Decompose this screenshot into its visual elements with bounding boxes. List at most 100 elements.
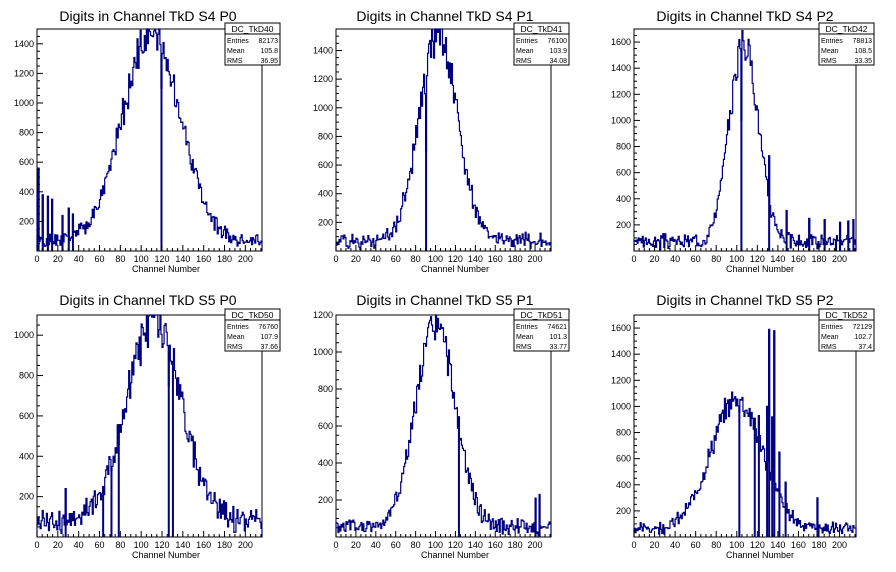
panel-title: Digits in Channel TkD S4 P0: [59, 8, 236, 24]
y-tick-label: 1400: [611, 349, 631, 359]
y-tick-label: 800: [318, 384, 333, 394]
x-tick-label: 40: [670, 254, 680, 264]
x-tick-label: 80: [115, 540, 125, 550]
stats-key: RMS: [821, 58, 837, 65]
histogram-panel: Digits in Channel TkD S5 P1 0 20 40 60 80 100 1…: [313, 292, 570, 560]
histogram-series: [335, 28, 552, 251]
x-tick-label: 120: [154, 540, 169, 550]
y-tick-label: 200: [616, 506, 631, 516]
x-axis-label: Channel Number: [421, 550, 489, 560]
y-tick-label: 800: [616, 428, 631, 438]
y-tick-label: 200: [19, 216, 34, 226]
stats-key: Mean: [227, 334, 245, 341]
stats-value: 72129: [853, 324, 873, 331]
histogram-panel: Digits in Channel TkD S5 P0 0 20 40 60 80 100 1…: [14, 292, 281, 560]
stats-key: RMS: [821, 344, 837, 351]
x-tick-label: 100: [729, 540, 744, 550]
stats-value: 76760: [259, 324, 279, 331]
stats-value: 34.08: [549, 58, 567, 65]
x-tick-label: 0: [333, 254, 338, 264]
x-tick-label: 60: [691, 540, 701, 550]
stats-key: Mean: [227, 48, 245, 55]
stats-value: 33.77: [549, 344, 567, 351]
x-tick-label: 140: [468, 254, 483, 264]
x-tick-label: 200: [528, 540, 543, 550]
y-tick-label: 600: [616, 454, 631, 464]
y-tick-label: 400: [318, 458, 333, 468]
x-tick-label: 200: [528, 254, 543, 264]
stats-value: 103.9: [549, 48, 567, 55]
stats-name: DC_TkD40: [231, 24, 273, 34]
x-tick-label: 160: [791, 540, 806, 550]
stats-key: Entries: [227, 324, 249, 331]
x-tick-label: 180: [508, 540, 523, 550]
stats-box: DC_TkD50 Entries 76760 Mean 107.9 RMS 37.66: [224, 308, 281, 352]
x-tick-label: 160: [196, 254, 211, 264]
y-tick-label: 1200: [313, 74, 333, 84]
x-tick-label: 160: [488, 254, 503, 264]
stats-key: Entries: [516, 38, 538, 45]
x-tick-label: 0: [34, 254, 39, 264]
x-tick-label: 20: [53, 540, 63, 550]
stats-key: Entries: [516, 324, 538, 331]
y-tick-label: 1400: [313, 45, 333, 55]
x-tick-label: 120: [448, 540, 463, 550]
y-tick-label: 200: [318, 495, 333, 505]
stats-value: 74621: [548, 324, 568, 331]
stats-key: Mean: [516, 334, 534, 341]
y-tick-label: 600: [318, 160, 333, 170]
stats-key: RMS: [227, 58, 243, 65]
x-axis-label: Channel Number: [726, 264, 794, 274]
x-tick-label: 20: [351, 540, 361, 550]
stats-key: RMS: [227, 344, 243, 351]
y-tick-label: 1200: [611, 375, 631, 385]
histogram-series: [633, 328, 857, 537]
x-tick-label: 60: [391, 254, 401, 264]
stats-name: DC_TkD42: [825, 24, 867, 34]
x-tick-label: 40: [371, 254, 381, 264]
histogram-series: [36, 314, 263, 537]
x-tick-label: 40: [670, 540, 680, 550]
x-tick-label: 40: [74, 540, 84, 550]
stats-value: 37.4: [858, 344, 872, 351]
x-tick-label: 0: [631, 254, 636, 264]
x-tick-label: 40: [74, 254, 84, 264]
panel-title: Digits in Channel TkD S5 P1: [356, 292, 533, 308]
x-tick-label: 100: [428, 254, 443, 264]
x-tick-label: 120: [750, 540, 765, 550]
stats-box: DC_TkD42 Entries 78813 Mean 108.5 RMS 33.35: [818, 22, 875, 66]
x-tick-label: 80: [711, 254, 721, 264]
x-tick-label: 180: [508, 254, 523, 264]
stats-key: RMS: [516, 344, 532, 351]
x-tick-label: 80: [411, 254, 421, 264]
panel-title: Digits in Channel TkD S5 P2: [656, 292, 833, 308]
y-tick-label: 1600: [611, 323, 631, 333]
x-axis-label: Channel Number: [726, 550, 794, 560]
y-tick-label: 1000: [313, 347, 333, 357]
x-tick-label: 120: [750, 254, 765, 264]
plot-frame: [335, 28, 552, 252]
x-tick-label: 160: [196, 540, 211, 550]
panel-title: Digits in Channel TkD S4 P2: [656, 8, 833, 24]
x-tick-label: 140: [468, 540, 483, 550]
x-tick-label: 80: [411, 540, 421, 550]
stats-value: 101.3: [549, 334, 567, 341]
y-tick-label: 1400: [611, 63, 631, 73]
stats-key: Mean: [821, 334, 839, 341]
stats-value: 102.7: [854, 334, 872, 341]
stats-value: 36.95: [260, 58, 278, 65]
y-tick-label: 1200: [611, 89, 631, 99]
stats-value: 107.9: [260, 334, 278, 341]
histogram-panel: Digits in Channel TkD S4 P1 0 20 40 60 80 100 1…: [313, 8, 570, 274]
x-tick-label: 20: [650, 540, 660, 550]
x-tick-label: 40: [371, 540, 381, 550]
stats-value: 78813: [853, 38, 873, 45]
y-tick-label: 800: [19, 371, 34, 381]
histogram-panel: Digits in Channel TkD S4 P0 0 20 40 60 80 100 1…: [14, 8, 281, 274]
x-tick-label: 160: [488, 540, 503, 550]
x-tick-label: 140: [770, 540, 785, 550]
stats-key: Entries: [821, 38, 843, 45]
x-tick-label: 200: [832, 540, 847, 550]
x-tick-label: 180: [811, 540, 826, 550]
